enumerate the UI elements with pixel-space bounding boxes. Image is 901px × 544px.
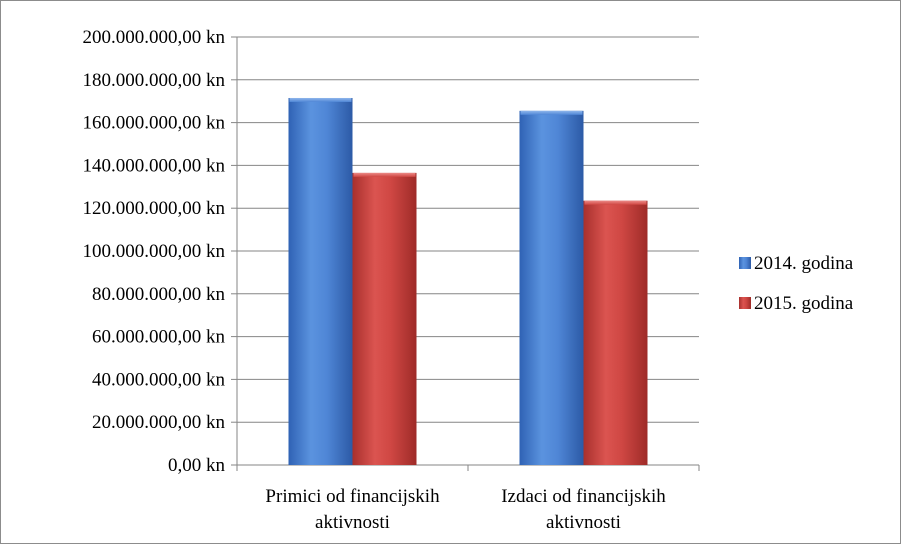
legend-swatch — [739, 297, 751, 309]
y-tick-label: 60.000.000,00 kn — [92, 327, 226, 348]
y-tick-label: 180.000.000,00 kn — [83, 70, 226, 91]
y-tick-label: 200.000.000,00 kn — [83, 27, 226, 48]
bar-highlight — [289, 97, 352, 102]
x-category-label: Izdaci od financijskih — [501, 486, 666, 507]
y-tick-label: 80.000.000,00 kn — [92, 284, 226, 305]
legend: 2014. godina 2015. godina — [739, 253, 854, 314]
bar-series2-cat2 — [583, 200, 648, 465]
bar — [288, 97, 353, 466]
y-tick-label: 0,00 kn — [168, 455, 226, 476]
y-tick-label: 20.000.000,00 kn — [92, 412, 226, 433]
bar-highlight — [520, 110, 583, 115]
bar-highlight — [584, 200, 647, 205]
legend-label: 2014. godina — [754, 253, 854, 274]
legend-swatch — [739, 257, 751, 269]
x-category-label: Primici od financijskih — [265, 486, 440, 507]
bar-series2-cat1 — [352, 172, 417, 465]
bar-series1-cat2 — [519, 110, 584, 465]
y-tick-label: 40.000.000,00 kn — [92, 369, 226, 390]
x-axis-category-labels: Primici od financijskih aktivnosti Izdaci … — [265, 486, 666, 533]
x-category-label: aktivnosti — [315, 512, 390, 533]
y-tick-label: 140.000.000,00 kn — [83, 155, 226, 176]
bar-highlight — [353, 172, 416, 177]
y-tick-label: 100.000.000,00 kn — [83, 241, 226, 262]
bars — [288, 97, 648, 466]
x-category-label: aktivnosti — [546, 512, 621, 533]
bar — [352, 172, 417, 465]
bar-series1-cat1 — [288, 97, 353, 466]
y-axis-tick-labels: 0,00 kn 20.000.000,00 kn 40.000.000,00 kn 6… — [83, 27, 226, 476]
bar — [583, 200, 648, 465]
y-tick-label: 160.000.000,00 kn — [83, 113, 226, 134]
bar — [519, 110, 584, 465]
legend-label: 2015. godina — [754, 293, 854, 314]
y-tick-label: 120.000.000,00 kn — [83, 198, 226, 219]
